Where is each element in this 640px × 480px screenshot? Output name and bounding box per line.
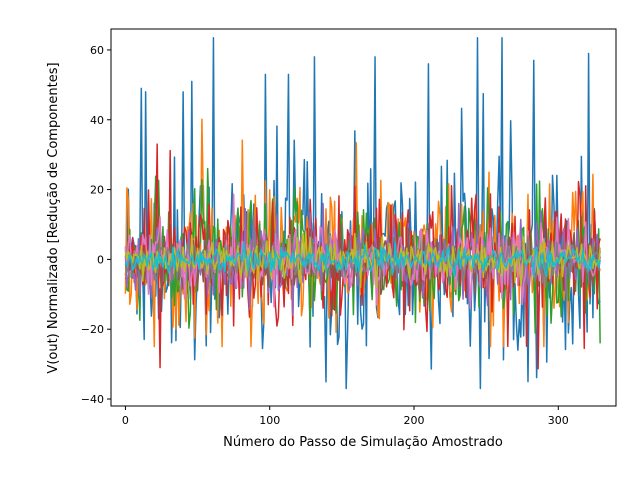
x-tick-label: 0 [122, 414, 129, 427]
x-tick-label: 100 [259, 414, 280, 427]
y-axis: −40 −20 0 20 40 60 [81, 44, 111, 406]
y-axis-label: V(out) Normalizado [Redução de Component… [46, 62, 61, 373]
series-line-8 [124, 230, 601, 289]
x-tick-label: 300 [548, 414, 569, 427]
y-tick-label: 40 [90, 114, 104, 127]
y-tick-label: 60 [90, 44, 104, 57]
series-line-9 [124, 230, 601, 289]
y-tick-label: 20 [90, 184, 104, 197]
y-tick-label: −20 [81, 323, 104, 336]
plot-frame [110, 28, 617, 407]
y-tick-label: 0 [97, 253, 104, 266]
x-axis-label: Número do Passo de Simulação Amostrado [223, 435, 503, 450]
series-layer [124, 36, 601, 390]
x-axis: 0 100 200 300 [122, 406, 569, 427]
x-tick-label: 200 [404, 414, 425, 427]
series-line-10 [124, 241, 601, 278]
y-tick-label: −40 [81, 393, 104, 406]
